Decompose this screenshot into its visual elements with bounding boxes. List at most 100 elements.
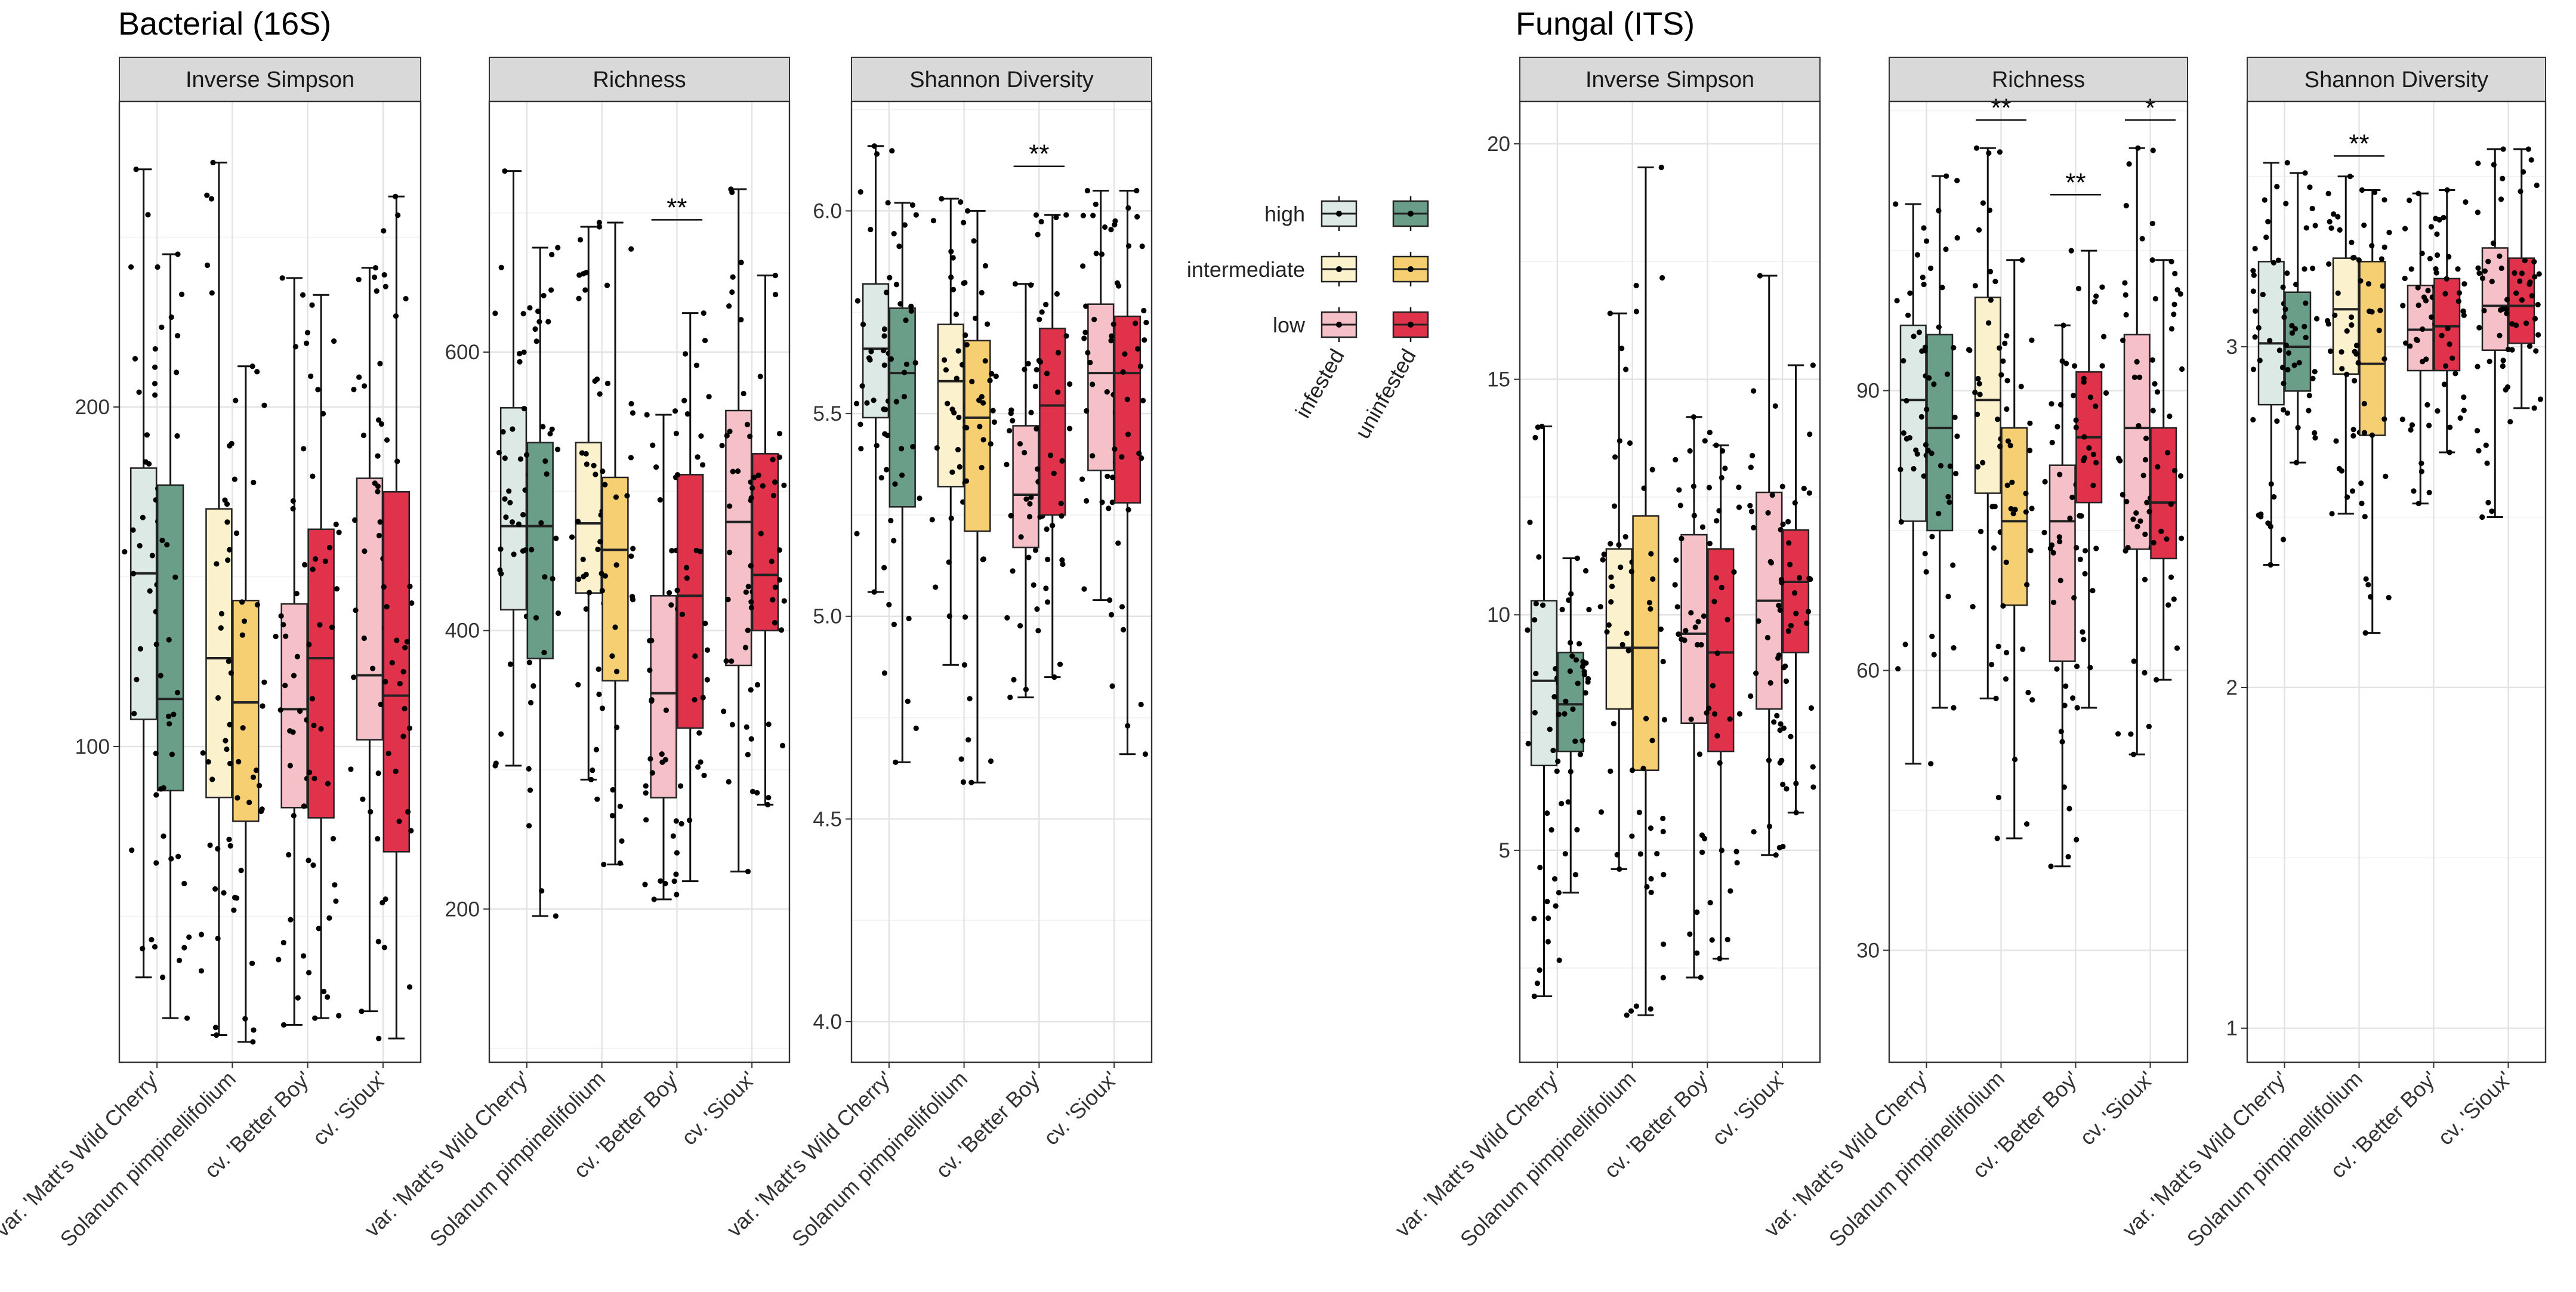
- data-point: [1608, 541, 1614, 547]
- data-point: [1938, 462, 1944, 468]
- data-point: [1033, 212, 1039, 218]
- data-point: [526, 823, 532, 829]
- data-point: [650, 442, 656, 448]
- data-point: [889, 148, 895, 154]
- plot-background: [1889, 101, 2188, 1062]
- data-point: [1601, 551, 1607, 557]
- data-point: [261, 402, 267, 408]
- data-point: [599, 705, 606, 711]
- data-point: [132, 356, 138, 362]
- data-point: [1025, 360, 1031, 366]
- data-point: [223, 738, 229, 744]
- data-point: [394, 458, 400, 464]
- data-point: [1777, 607, 1783, 613]
- data-point: [224, 501, 230, 507]
- panel-border: [1888, 100, 2189, 1063]
- data-point: [2476, 325, 2482, 331]
- data-point: [205, 759, 211, 765]
- data-point: [174, 433, 180, 439]
- data-point: [297, 708, 303, 714]
- data-point: [254, 602, 260, 608]
- data-point: [2003, 559, 2009, 565]
- data-point: [2000, 603, 2006, 609]
- data-point: [738, 317, 744, 323]
- data-point: [764, 801, 771, 807]
- data-point: [291, 813, 297, 819]
- data-point: [405, 809, 411, 815]
- data-point: [1775, 655, 1781, 661]
- data-point: [1115, 540, 1121, 546]
- data-point: [2376, 328, 2382, 334]
- data-point: [673, 818, 679, 824]
- data-point: [864, 400, 870, 406]
- data-point: [540, 424, 546, 430]
- data-point: [1995, 643, 2001, 649]
- data-point: [893, 282, 900, 288]
- data-point: [1776, 602, 1782, 609]
- data-point: [1804, 620, 1810, 626]
- data-point: [278, 613, 284, 619]
- data-point: [1608, 768, 1614, 774]
- data-point: [378, 421, 384, 427]
- data-point: [1059, 513, 1065, 519]
- legend-label-intermediate: intermediate: [1187, 257, 1305, 282]
- data-point: [1719, 474, 1724, 481]
- box-uninfested-1: [956, 208, 999, 785]
- data-point: [2427, 255, 2433, 261]
- data-point: [2365, 281, 2372, 287]
- box-iqr: [2359, 261, 2386, 436]
- data-point: [500, 429, 506, 435]
- data-point: [385, 751, 391, 757]
- data-point: [684, 411, 690, 417]
- legend-key-point: [1336, 266, 1342, 272]
- data-point: [1109, 474, 1116, 480]
- data-point: [2093, 293, 2099, 299]
- data-point: [704, 677, 710, 683]
- data-point: [2461, 408, 2467, 414]
- data-point: [381, 945, 387, 951]
- data-point: [2482, 268, 2488, 274]
- data-point: [2446, 254, 2452, 260]
- data-point: [334, 586, 340, 592]
- data-point: [667, 590, 672, 596]
- data-point: [1712, 711, 1718, 717]
- panel-border: [850, 100, 1153, 1063]
- box-iqr: [1899, 324, 1927, 522]
- data-point: [517, 456, 524, 462]
- data-point: [2426, 423, 2432, 428]
- data-point: [1926, 375, 1932, 381]
- data-point: [2368, 594, 2374, 600]
- data-point: [1997, 443, 2003, 449]
- plot-background: [2247, 101, 2546, 1062]
- box-infested-1: [1597, 310, 1641, 872]
- data-point: [2099, 284, 2105, 290]
- data-point: [1608, 574, 1614, 580]
- data-point: [1027, 501, 1033, 507]
- data-point: [1643, 716, 1649, 721]
- data-point: [2444, 187, 2450, 193]
- data-point: [1612, 454, 1618, 460]
- data-point: [1034, 425, 1039, 432]
- data-point: [526, 659, 532, 665]
- data-point: [905, 698, 911, 704]
- data-point: [647, 667, 653, 673]
- data-point: [988, 758, 994, 764]
- y-tick-label: 100: [75, 735, 110, 758]
- data-point: [2520, 169, 2526, 175]
- data-point: [1648, 1006, 1653, 1012]
- data-point: [2268, 562, 2273, 568]
- data-point: [145, 212, 151, 218]
- data-point: [2049, 401, 2054, 407]
- data-point: [1801, 485, 1807, 492]
- data-point: [580, 556, 586, 562]
- data-point: [2369, 432, 2376, 438]
- data-point: [251, 1027, 257, 1033]
- data-point: [1080, 212, 1087, 218]
- box-iqr: [1605, 548, 1633, 710]
- data-point: [1553, 665, 1559, 672]
- data-point: [776, 454, 782, 460]
- data-point: [2082, 548, 2088, 554]
- data-point: [955, 348, 961, 354]
- data-point: [909, 202, 916, 208]
- data-point: [601, 862, 607, 868]
